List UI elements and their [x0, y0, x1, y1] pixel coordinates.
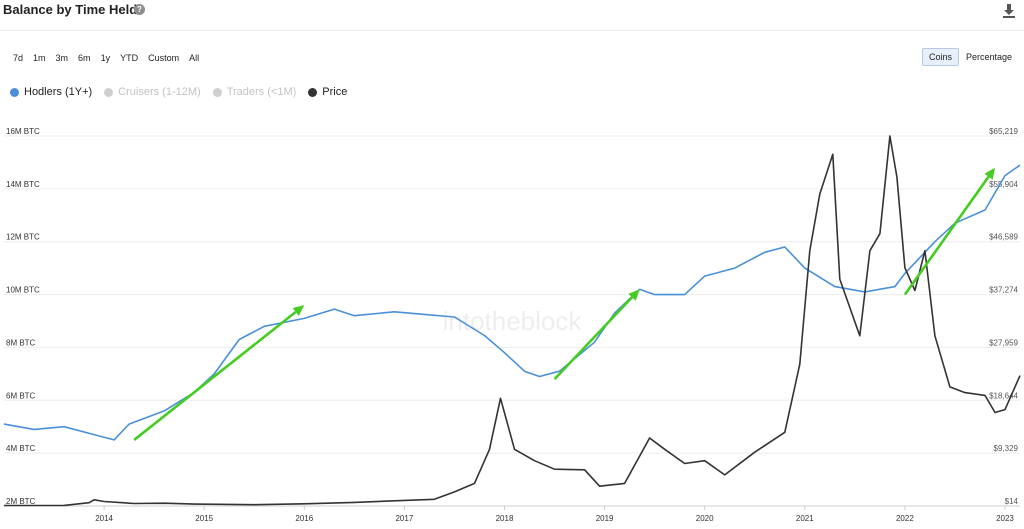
- legend-label-cruisers: Cruisers (1-12M): [118, 86, 201, 98]
- coins-button[interactable]: Coins: [922, 48, 960, 66]
- trend-arrow-shaft: [133, 310, 297, 441]
- legend-label-price: Price: [322, 86, 348, 98]
- range-ytd-button[interactable]: YTD: [120, 53, 139, 63]
- legend-item-traders[interactable]: Traders (<1M): [212, 86, 297, 98]
- legend-label-hodlers: Hodlers (1Y+): [24, 86, 93, 98]
- x-tick-label: 2023: [996, 514, 1014, 523]
- chart-header: Balance by Time Held ?: [0, 0, 1024, 31]
- trend-arrow-head: [292, 305, 305, 316]
- range-6m-button[interactable]: 6m: [78, 53, 91, 63]
- trend-arrow-head: [984, 167, 995, 180]
- legend-dot-hodlers: [10, 87, 19, 97]
- y-tick-label-right: $65,219: [989, 127, 1018, 136]
- trend-arrow-shaft: [553, 296, 634, 381]
- range-3m-button[interactable]: 3m: [55, 53, 69, 63]
- y-tick-label-left: 12M BTC: [6, 233, 40, 242]
- x-tick-label: 2019: [596, 514, 614, 523]
- y-tick-label-right: $27,959: [989, 338, 1018, 347]
- y-tick-label-left: 10M BTC: [6, 286, 40, 295]
- y-tick-label-right: $46,589: [989, 233, 1018, 242]
- y-tick-label-right: $14: [1005, 497, 1019, 506]
- y-tick-label-left: 4M BTC: [6, 444, 36, 453]
- y-tick-label-right: $9,329: [994, 444, 1019, 453]
- trend-arrow-head: [628, 289, 640, 301]
- legend-dot-price: [308, 87, 318, 97]
- range-1m-button[interactable]: 1m: [33, 53, 46, 63]
- y-tick-label-left: 2M BTC: [6, 497, 36, 506]
- chart-legend: Hodlers (1Y+) Cruisers (1-12M) Traders (…: [10, 86, 359, 98]
- y-tick-label-right: $55,904: [989, 180, 1018, 189]
- x-tick-label: 2014: [95, 514, 113, 523]
- x-tick-label: 2017: [395, 514, 413, 523]
- trend-arrow-shaft: [903, 175, 990, 296]
- x-tick-label: 2016: [295, 514, 313, 523]
- x-tick-label: 2020: [696, 514, 714, 523]
- range-7d-button[interactable]: 7d: [13, 53, 24, 63]
- question-icon[interactable]: ?: [134, 4, 145, 15]
- range-1y-button[interactable]: 1y: [100, 53, 111, 63]
- legend-item-price[interactable]: Price: [308, 86, 347, 98]
- legend-item-cruisers[interactable]: Cruisers (1-12M): [104, 86, 201, 98]
- legend-dot-traders: [212, 87, 222, 97]
- y-tick-label-right: $18,644: [989, 391, 1018, 400]
- y-tick-label-left: 8M BTC: [6, 338, 36, 347]
- x-tick-label: 2018: [496, 514, 514, 523]
- x-tick-label: 2022: [896, 514, 914, 523]
- y-tick-label-left: 16M BTC: [6, 127, 40, 136]
- chart-title: Balance by Time Held: [3, 2, 138, 17]
- percentage-button[interactable]: Percentage: [966, 52, 1013, 62]
- y-tick-label-right: $37,274: [989, 286, 1018, 295]
- unit-toggle: Coins Percentage: [922, 48, 1019, 66]
- legend-dot-cruisers: [104, 87, 114, 97]
- x-tick-label: 2021: [796, 514, 814, 523]
- download-icon[interactable]: [1002, 3, 1016, 19]
- legend-item-hodlers[interactable]: Hodlers (1Y+): [10, 86, 92, 98]
- legend-label-traders: Traders (<1M): [226, 86, 297, 98]
- y-tick-label-left: 6M BTC: [6, 391, 36, 400]
- range-custom-button[interactable]: Custom: [148, 53, 180, 63]
- y-tick-label-left: 14M BTC: [6, 180, 40, 189]
- x-tick-label: 2015: [195, 514, 213, 523]
- range-selector: 7d 1m 3m 6m 1y YTD Custom All: [8, 50, 204, 66]
- range-all-button[interactable]: All: [189, 53, 200, 63]
- series-line-hodlers-1y: [3, 164, 1021, 441]
- watermark-text: intotheblock: [443, 306, 583, 336]
